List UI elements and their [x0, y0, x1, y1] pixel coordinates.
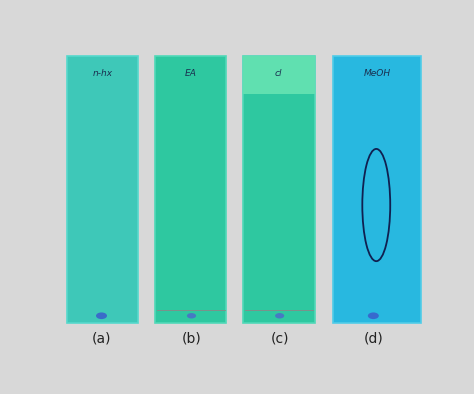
Ellipse shape	[187, 313, 196, 318]
Text: cl: cl	[275, 69, 283, 78]
Ellipse shape	[96, 312, 107, 319]
Text: n-hx: n-hx	[92, 69, 112, 78]
FancyBboxPatch shape	[155, 56, 227, 323]
Ellipse shape	[368, 312, 379, 319]
FancyBboxPatch shape	[66, 56, 138, 323]
FancyBboxPatch shape	[243, 56, 315, 94]
FancyBboxPatch shape	[333, 56, 421, 323]
Text: (a): (a)	[92, 331, 111, 346]
Text: EA: EA	[185, 69, 197, 78]
Text: (d): (d)	[364, 331, 383, 346]
Text: MeOH: MeOH	[364, 69, 391, 78]
Text: (b): (b)	[182, 331, 201, 346]
Ellipse shape	[275, 313, 284, 318]
Text: (c): (c)	[270, 331, 289, 346]
FancyBboxPatch shape	[243, 56, 315, 323]
